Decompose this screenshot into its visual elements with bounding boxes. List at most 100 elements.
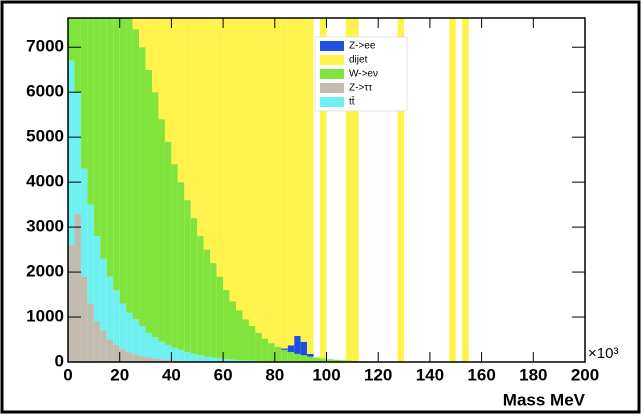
bar: [171, 348, 177, 361]
bar: [262, 0, 268, 339]
bar: [87, 205, 93, 304]
legend-swatch: [320, 55, 344, 65]
bar: [230, 0, 236, 301]
y-tick-label: 6000: [26, 82, 64, 101]
bar: [307, 354, 313, 357]
bar: [217, 277, 223, 359]
bar: [113, 0, 119, 290]
bar: [120, 349, 126, 362]
x-tick-label: 40: [162, 365, 181, 384]
bar: [100, 0, 106, 259]
bar: [204, 0, 210, 250]
x-tick-label: 20: [110, 365, 129, 384]
y-tick-label: 5000: [26, 127, 64, 146]
bar: [197, 0, 203, 236]
bar: [255, 333, 261, 361]
legend-swatch: [320, 97, 344, 107]
bar: [139, 47, 145, 326]
x-tick-label: 200: [571, 365, 599, 384]
bar: [314, 358, 320, 362]
bar: [158, 342, 164, 360]
bar: [113, 345, 119, 362]
bar: [223, 0, 229, 290]
bar: [191, 218, 197, 354]
bar: [301, 355, 307, 362]
bar: [100, 259, 106, 331]
bar: [301, 0, 307, 342]
bar: [275, 347, 281, 362]
bar: [262, 339, 268, 361]
y-tick-label: 7000: [26, 37, 64, 56]
bar: [94, 322, 100, 362]
bar: [288, 345, 294, 352]
bar: [139, 356, 145, 362]
bar: [178, 0, 184, 182]
x-exponent: ×10³: [588, 345, 618, 362]
x-tick-label: 160: [467, 365, 495, 384]
bar: [171, 0, 177, 164]
bar: [184, 200, 190, 352]
bar: [281, 349, 287, 350]
bar: [204, 357, 210, 362]
x-tick-label: 80: [265, 365, 284, 384]
bar: [68, 245, 74, 362]
bar: [113, 290, 119, 345]
bar: [165, 345, 171, 360]
bar: [301, 342, 307, 355]
bar: [255, 0, 261, 333]
bar: [275, 0, 281, 347]
bar: [146, 333, 152, 358]
bar: [94, 0, 100, 236]
bar: [294, 336, 300, 354]
legend-label: Z->ee: [349, 41, 376, 52]
legend-label: W->eν: [349, 69, 378, 80]
y-tick-label: 3000: [26, 217, 64, 236]
bar: [191, 354, 197, 361]
bar: [210, 358, 216, 362]
legend-label: tt̄: [349, 95, 355, 107]
bar: [294, 0, 300, 336]
bar: [126, 352, 132, 362]
bar: [288, 0, 294, 345]
bar: [197, 236, 203, 355]
x-tick-label: 100: [312, 365, 340, 384]
bar: [133, 29, 139, 319]
bar: [107, 277, 113, 340]
bar: [146, 70, 152, 333]
bar: [288, 352, 294, 362]
y-tick-label: 1000: [26, 307, 64, 326]
bar: [165, 142, 171, 345]
bar: [178, 350, 184, 361]
x-tick-label: 180: [519, 365, 547, 384]
bar: [74, 214, 80, 362]
bar: [307, 357, 313, 362]
bar: [81, 0, 87, 169]
bar: [249, 326, 255, 361]
legend-swatch: [320, 69, 344, 79]
bar: [462, 0, 468, 362]
bar: [178, 182, 184, 350]
bar: [81, 277, 87, 362]
bar: [210, 0, 216, 263]
bar: [249, 0, 255, 326]
bar: [281, 350, 287, 362]
bar: [268, 0, 274, 343]
bar: [268, 343, 274, 361]
x-tick-label: 60: [214, 365, 233, 384]
bar: [87, 304, 93, 362]
bar: [236, 0, 242, 310]
bar: [449, 0, 455, 362]
x-axis-label: Mass MeV: [503, 390, 586, 409]
legend-swatch: [320, 41, 344, 51]
x-tick-label: 140: [416, 365, 444, 384]
bar: [281, 0, 287, 349]
bar: [294, 354, 300, 362]
bar: [120, 304, 126, 350]
legend-label: Z->ττ: [349, 83, 372, 94]
bar: [191, 0, 197, 218]
bar: [126, 313, 132, 353]
bar: [152, 337, 158, 358]
bar: [87, 0, 93, 205]
bar: [217, 358, 223, 361]
bar: [81, 169, 87, 277]
